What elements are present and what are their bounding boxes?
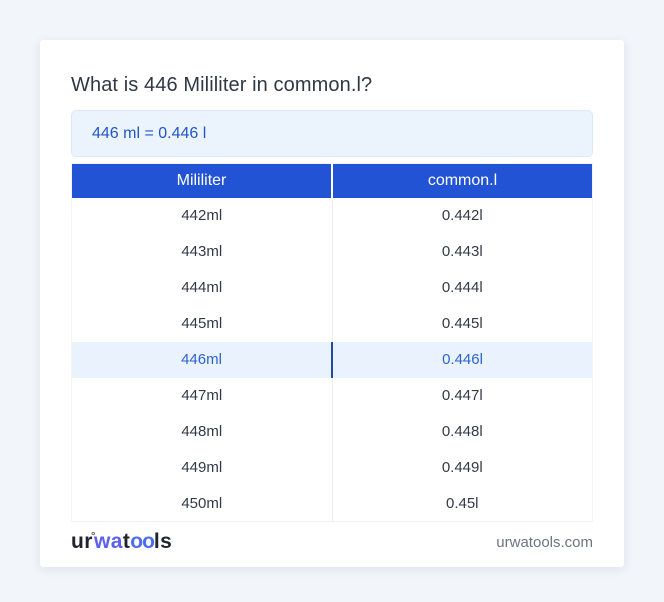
- mililiter-cell: 448ml: [71, 413, 332, 450]
- logo-part: ls: [153, 530, 173, 553]
- common-l-cell: 0.445l: [331, 305, 593, 342]
- table-row: 449ml 0.449l: [71, 449, 593, 486]
- common-l-cell: 0.447l: [331, 377, 593, 414]
- equation-result: 446 ml = 0.446 l: [92, 124, 207, 142]
- table-row: 447ml 0.447l: [71, 377, 593, 414]
- equation-box: 446 ml = 0.446 l: [71, 110, 593, 157]
- mililiter-cell: 444ml: [71, 269, 332, 306]
- footer: ur°watools urwatools.com: [71, 529, 593, 554]
- mililiter-cell: 447ml: [71, 377, 332, 414]
- logo-part: oo: [130, 530, 155, 553]
- conversion-table: Mililiter common.l 442ml 0.442l 443ml 0.443…: [71, 163, 593, 522]
- page-title: What is 446 Mililiter in common.l?: [71, 74, 373, 96]
- common-l-cell: 0.446l: [331, 341, 593, 378]
- mililiter-cell: 446ml: [71, 341, 332, 378]
- header-common-l: common.l: [331, 163, 593, 198]
- table-row: 448ml 0.448l: [71, 413, 593, 450]
- logo-urwatools[interactable]: ur°watools: [71, 529, 173, 554]
- mililiter-cell: 449ml: [71, 449, 332, 486]
- common-l-cell: 0.443l: [331, 233, 593, 270]
- logo-part: ur: [71, 530, 93, 553]
- table-row: 450ml 0.45l: [71, 485, 593, 522]
- conversion-card: What is 446 Mililiter in common.l? 446 m…: [40, 40, 624, 567]
- mililiter-cell: 450ml: [71, 485, 332, 522]
- logo-part: t: [122, 530, 131, 553]
- mililiter-cell: 445ml: [71, 305, 332, 342]
- common-l-cell: 0.45l: [331, 485, 593, 522]
- logo-degree-mark: °: [90, 529, 97, 543]
- mililiter-cell: 443ml: [71, 233, 332, 270]
- common-l-cell: 0.444l: [331, 269, 593, 306]
- table-row: 444ml 0.444l: [71, 269, 593, 306]
- common-l-cell: 0.448l: [331, 413, 593, 450]
- table-body: 442ml 0.442l 443ml 0.443l 444ml 0.444l 445ml 0.…: [71, 197, 593, 522]
- table-row: 443ml 0.443l: [71, 233, 593, 270]
- common-l-cell: 0.442l: [331, 197, 593, 234]
- table-header: Mililiter common.l: [71, 163, 593, 198]
- table-row: 445ml 0.445l: [71, 305, 593, 342]
- header-mililiter: Mililiter: [71, 163, 332, 198]
- common-l-cell: 0.449l: [331, 449, 593, 486]
- table-row: 446ml 0.446l: [71, 341, 593, 378]
- site-link[interactable]: urwatools.com: [496, 533, 593, 551]
- table-row: 442ml 0.442l: [71, 197, 593, 234]
- logo-part: wa: [94, 530, 123, 553]
- mililiter-cell: 442ml: [71, 197, 332, 234]
- header-row: Mililiter common.l: [71, 163, 593, 198]
